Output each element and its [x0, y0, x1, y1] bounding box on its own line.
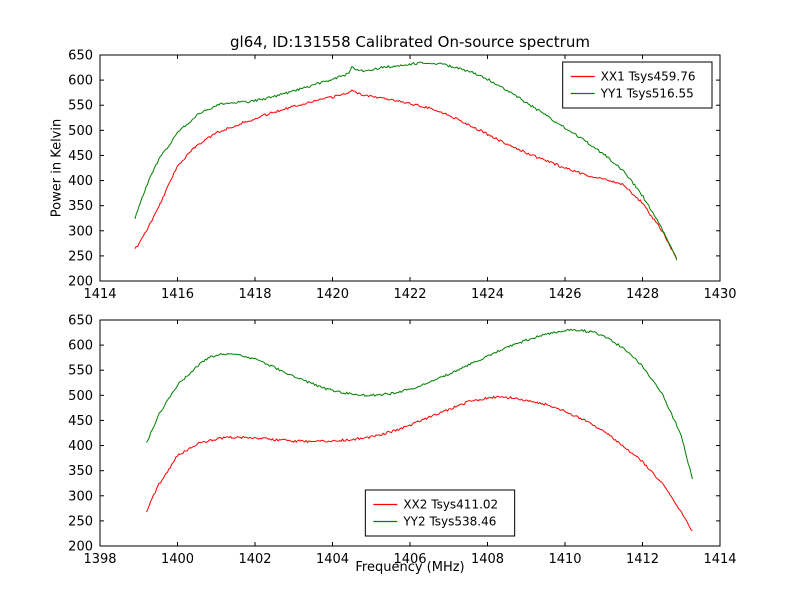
x-tick-label: 1416: [161, 287, 194, 302]
x-tick-label: 1414: [703, 552, 736, 567]
x-tick-label: 1406: [393, 552, 426, 567]
subplot-bottom: 1398 1400 1402 1404 1406 1408 1410 1412 1414 200 2…: [68, 314, 736, 568]
x-tick-label: 1422: [393, 287, 426, 302]
x-tick-label: 1398: [83, 552, 116, 567]
x-tick-label: 1400: [161, 552, 194, 567]
x-tick-label: 1426: [548, 287, 581, 302]
legend-label: YY1 Tsys516.55: [600, 87, 694, 101]
y-tick-label: 650: [68, 314, 93, 329]
x-tick-label: 1430: [703, 287, 736, 302]
x-tick-label: 1412: [626, 552, 659, 567]
y-tick-label: 200: [68, 540, 93, 555]
y-tick-label: 400: [68, 174, 93, 189]
series-line-YY1: [134, 61, 678, 261]
legend: XX1 Tsys459.76 YY1 Tsys516.55: [562, 61, 713, 109]
x-tick-label: 1418: [238, 287, 271, 302]
x-tick-label: 1414: [83, 287, 116, 302]
x-tick-label: 1410: [548, 552, 581, 567]
x-tick-label: 1424: [471, 287, 504, 302]
y-tick-label: 550: [68, 364, 93, 379]
x-tick-label: 1408: [471, 552, 504, 567]
legend-box: [364, 489, 516, 537]
series-line-XX1: [134, 89, 678, 259]
legend-label: XX1 Tsys459.76: [601, 70, 696, 84]
y-tick-label: 350: [68, 199, 93, 214]
y-tick-label: 300: [68, 224, 93, 239]
y-tick-label: 200: [68, 275, 93, 290]
x-tick-label: 1420: [316, 287, 349, 302]
y-tick-label: 250: [68, 514, 93, 529]
legend-label: XX2 Tsys411.02: [403, 498, 498, 512]
y-tick-label: 550: [68, 99, 93, 114]
x-tick-label: 1402: [238, 552, 271, 567]
chart-title: gl64, ID:131558 Calibrated On-source spe…: [230, 33, 590, 51]
y-tick-label: 500: [68, 389, 93, 404]
series-line-YY2: [146, 328, 693, 480]
x-tick-label: 1428: [626, 287, 659, 302]
y-tick-label: 600: [68, 74, 93, 89]
y-tick-label: 250: [68, 249, 93, 264]
x-axis-label: Frequency (MHz): [355, 560, 465, 575]
y-tick-label: 350: [68, 464, 93, 479]
legend-label: YY2 Tsys538.46: [402, 515, 496, 529]
y-tick-label: 650: [68, 49, 93, 64]
series-line-XX2: [146, 395, 693, 531]
subplot-top: 1414 1416 1418 1420 1422 1424 1426 1428 1430 200 2…: [68, 49, 736, 303]
y-tick-label: 400: [68, 439, 93, 454]
y-tick-label: 450: [68, 149, 93, 164]
y-tick-label: 300: [68, 489, 93, 504]
y-tick-label: 500: [68, 124, 93, 139]
legend: XX2 Tsys411.02 YY2 Tsys538.46: [364, 489, 516, 537]
legend-box: [562, 61, 713, 109]
x-tick-label: 1404: [316, 552, 349, 567]
y-tick-label: 600: [68, 339, 93, 354]
y-tick-label: 450: [68, 414, 93, 429]
